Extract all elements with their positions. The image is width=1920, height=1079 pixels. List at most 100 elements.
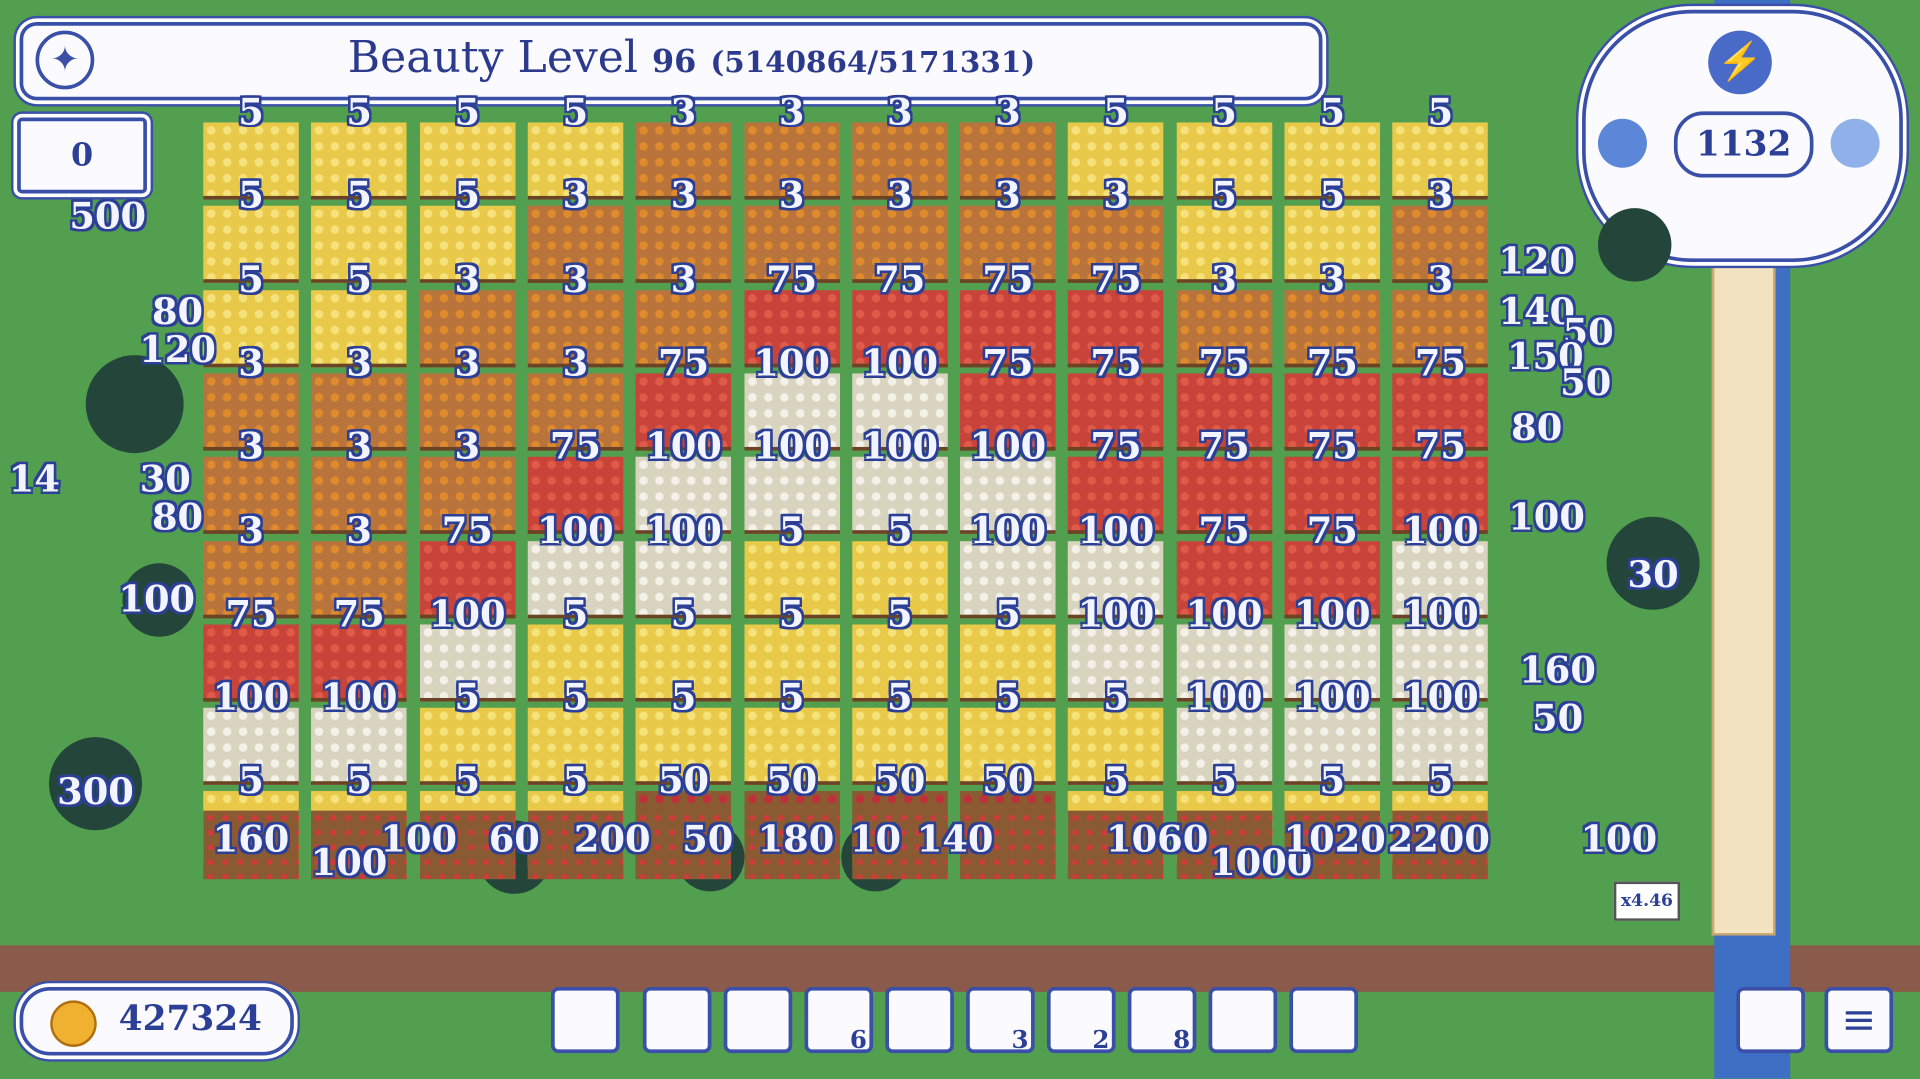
flower-bed <box>1176 122 1272 200</box>
flower-bed <box>852 456 948 535</box>
beauty-value: 80 <box>151 290 204 334</box>
beauty-value: 100 <box>380 818 458 862</box>
menu-button[interactable]: ≡ <box>1824 986 1894 1054</box>
flower-bed <box>203 456 299 535</box>
hourglass-button[interactable] <box>1597 118 1647 168</box>
beauty-value: 75 <box>766 258 818 302</box>
energy-value: 1132 <box>1673 111 1814 178</box>
flower-bed <box>960 122 1056 200</box>
beauty-value: 5 <box>346 760 372 804</box>
beauty-value: 5 <box>886 509 913 553</box>
beauty-value: 5 <box>1103 676 1129 720</box>
beauty-value: 50 <box>1560 361 1612 405</box>
beauty-value: 75 <box>982 342 1034 385</box>
tool-count: 8 <box>1173 1024 1191 1055</box>
beauty-value: 75 <box>1306 342 1358 385</box>
beauty-value: 3 <box>886 91 913 135</box>
beauty-value: 75 <box>1090 425 1142 469</box>
beauty-value: 5 <box>346 174 372 218</box>
flower-bed <box>311 456 407 535</box>
flower-bed <box>419 540 516 618</box>
tool-count: 3 <box>1011 1024 1029 1055</box>
beauty-value: 50 <box>766 760 818 804</box>
flower-bed <box>1068 540 1164 618</box>
beauty-value: 75 <box>441 509 493 553</box>
tool-slot[interactable] <box>551 986 620 1054</box>
flower-bed <box>1068 122 1164 200</box>
flower-bed <box>203 122 299 200</box>
tool-slot[interactable] <box>723 986 793 1054</box>
tool-slot[interactable] <box>642 986 712 1054</box>
beauty-value: 160 <box>1519 649 1596 693</box>
flower-bed <box>1068 206 1164 284</box>
tool-slot[interactable]: 3 <box>966 986 1035 1055</box>
beauty-value: 100 <box>428 593 506 636</box>
soil-bed <box>852 810 948 880</box>
tool-slot[interactable]: 8 <box>1127 986 1197 1055</box>
flower-bed <box>852 540 948 618</box>
tool-slot[interactable] <box>1289 986 1358 1054</box>
flower-bed <box>527 206 624 284</box>
beauty-value: 200 <box>573 818 651 862</box>
flower-bed <box>311 289 407 367</box>
tool-slot[interactable] <box>885 986 954 1054</box>
flower-bed <box>203 707 299 786</box>
refresh-button[interactable] <box>1830 118 1880 168</box>
beauty-value: 5 <box>454 91 481 135</box>
flower-bed <box>527 373 624 451</box>
beauty-value: 5 <box>346 91 372 135</box>
flower-bed <box>1176 540 1272 618</box>
beauty-value: 5 <box>1427 91 1454 135</box>
tree <box>1597 208 1672 282</box>
beauty-value: 5 <box>886 593 913 636</box>
beauty-value: 100 <box>310 841 388 885</box>
flower-bed <box>527 289 624 367</box>
tool-slot[interactable]: 2 <box>1046 986 1116 1055</box>
beauty-value: 100 <box>1402 676 1479 720</box>
beauty-value: 3 <box>346 342 372 385</box>
flower-bed <box>1284 456 1381 535</box>
beauty-value: 160 <box>212 818 290 862</box>
tree <box>122 563 196 637</box>
beauty-value: 3 <box>238 342 264 385</box>
soil-bed <box>635 810 732 880</box>
tool-count: 2 <box>1092 1024 1110 1055</box>
tool-slot[interactable]: 6 <box>804 986 874 1054</box>
beauty-progress: (5140864/5171331) <box>710 44 1036 80</box>
flower-bed <box>1068 707 1164 786</box>
beauty-value: 120 <box>139 328 216 372</box>
beauty-value: 5 <box>778 676 805 720</box>
beauty-value: 3 <box>778 91 805 135</box>
flower-bed <box>1176 289 1272 367</box>
beauty-value: 3 <box>1103 174 1129 218</box>
soil-bed <box>743 810 840 880</box>
flower-bed <box>1392 456 1489 535</box>
beauty-value: 100 <box>1580 818 1658 862</box>
flower-bed <box>852 707 948 786</box>
flower-bed <box>743 289 840 367</box>
flower-bed <box>1176 707 1272 786</box>
beauty-value: 5 <box>1319 91 1346 135</box>
flower-bed <box>635 206 732 284</box>
tree <box>85 355 184 454</box>
flower-bed <box>311 122 407 200</box>
beauty-value: 3 <box>670 258 697 302</box>
flower-bed <box>852 289 948 367</box>
coin-panel: 427324 <box>19 986 294 1056</box>
journal-button[interactable] <box>1736 986 1805 1054</box>
soil-bed <box>311 810 407 880</box>
beauty-value: 100 <box>1293 676 1371 720</box>
beauty-value: 50 <box>657 760 710 804</box>
flower-bed <box>203 540 299 618</box>
tool-slot[interactable] <box>1208 986 1278 1054</box>
flower-bed <box>852 373 948 451</box>
flower-bed <box>960 206 1056 284</box>
beauty-text: Beauty Level 96 (5140864/5171331) <box>348 33 1035 83</box>
beauty-value: 100 <box>537 509 614 553</box>
beauty-value: 5 <box>346 258 372 302</box>
flower-bed <box>635 707 732 786</box>
beauty-value: 5 <box>1319 174 1346 218</box>
coin-value: 427324 <box>118 997 262 1039</box>
flower-bed <box>743 707 840 786</box>
